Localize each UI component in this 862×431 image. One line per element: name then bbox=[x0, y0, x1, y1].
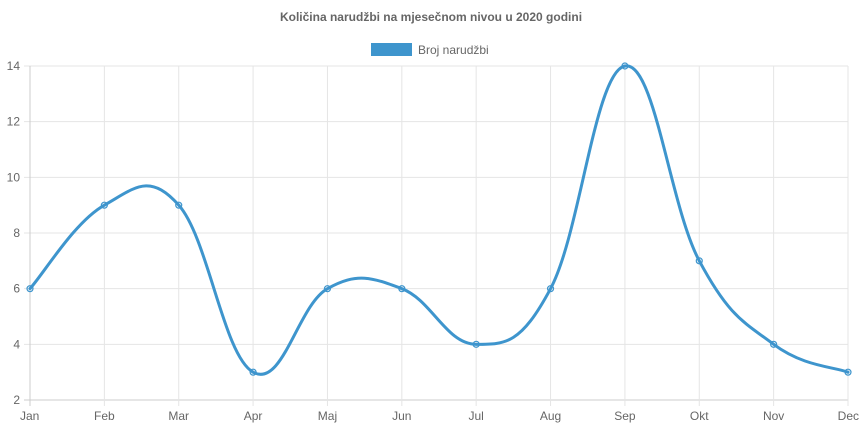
data-point[interactable] bbox=[26, 285, 34, 293]
x-tick-label: Mar bbox=[168, 409, 189, 423]
legend-swatch[interactable] bbox=[371, 43, 412, 56]
y-tick-label: 8 bbox=[13, 226, 20, 240]
x-tick-label: Dec bbox=[838, 409, 859, 423]
x-tick-label: Jan bbox=[20, 409, 39, 423]
y-tick-label: 2 bbox=[13, 393, 20, 407]
data-point[interactable] bbox=[472, 340, 480, 348]
data-point[interactable] bbox=[100, 201, 108, 209]
data-point[interactable] bbox=[695, 257, 703, 265]
series-line bbox=[28, 64, 850, 376]
y-tick-label: 10 bbox=[7, 170, 21, 184]
chart-title: Količina narudžbi na mjesečnom nivou u 2… bbox=[280, 10, 582, 24]
data-point[interactable] bbox=[323, 285, 332, 293]
x-tick-label: Maj bbox=[318, 409, 337, 423]
x-tick-label: Feb bbox=[94, 409, 115, 423]
legend-label[interactable]: Broj narudžbi bbox=[418, 43, 489, 57]
x-tick-label: Jun bbox=[392, 409, 411, 423]
data-point[interactable] bbox=[621, 62, 629, 70]
x-tick-label: Nov bbox=[763, 409, 784, 423]
x-tick-label: Okt bbox=[690, 409, 709, 423]
legend[interactable]: Broj narudžbi bbox=[371, 43, 489, 57]
y-tick-label: 14 bbox=[7, 59, 21, 73]
series-layer bbox=[26, 62, 852, 376]
data-point[interactable] bbox=[249, 368, 257, 376]
y-tick-label: 12 bbox=[7, 115, 21, 129]
y-tick-label: 4 bbox=[13, 337, 20, 351]
data-point[interactable] bbox=[175, 201, 183, 209]
x-tick-label: Sep bbox=[614, 409, 636, 423]
data-point[interactable] bbox=[546, 285, 555, 293]
axes: 2 4 6 8 10 12 14 Jan Feb Mar Apr Maj Jun Jul Aug Sep Okt… bbox=[7, 59, 859, 423]
data-point[interactable] bbox=[770, 340, 778, 348]
data-point[interactable] bbox=[844, 368, 852, 376]
x-tick-label: Apr bbox=[244, 409, 263, 423]
x-tick-label: Aug bbox=[540, 409, 561, 423]
data-point[interactable] bbox=[398, 285, 406, 293]
grid bbox=[24, 65, 849, 406]
y-tick-label: 6 bbox=[13, 282, 20, 296]
x-tick-label: Jul bbox=[469, 409, 484, 423]
